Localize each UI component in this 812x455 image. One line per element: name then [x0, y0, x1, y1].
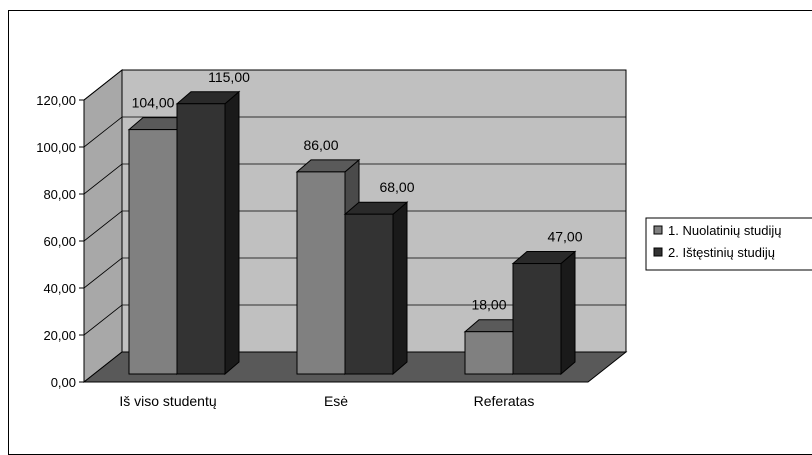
- y-tick-label: 60,00: [43, 234, 76, 249]
- gridline: [83, 163, 626, 195]
- bar-0-1: [296, 171, 346, 375]
- x-category-label: Referatas: [474, 393, 535, 409]
- bar-1-1: [344, 213, 394, 375]
- y-tick-label: 120,00: [36, 93, 76, 108]
- data-label: 47,00: [547, 229, 582, 245]
- legend: 1. Nuolatinių studijų 2. Ištęstinių studi…: [645, 217, 812, 271]
- bar-1-2: [512, 263, 562, 375]
- bar-1-0: [176, 103, 226, 375]
- gridline: [83, 116, 626, 148]
- bar-0-0: [128, 129, 178, 375]
- data-label: 104,00: [132, 95, 175, 111]
- legend-swatch: [653, 225, 663, 235]
- x-category-label: Iš viso studentų: [119, 393, 216, 409]
- y-tick-label: 80,00: [43, 187, 76, 202]
- data-label: 86,00: [303, 137, 338, 153]
- y-tick-label: 0,00: [51, 375, 76, 390]
- legend-swatch: [653, 247, 663, 257]
- bar-side-1-2: [560, 250, 576, 376]
- legend-label: 2. Ištęstinių studijų: [668, 245, 775, 260]
- gridline: [83, 210, 626, 242]
- legend-box: [645, 217, 812, 271]
- data-label: 68,00: [379, 179, 414, 195]
- data-label: 115,00: [208, 69, 250, 85]
- legend-label: 1. Nuolatinių studijų: [668, 223, 781, 238]
- x-category-label: Esė: [324, 393, 348, 409]
- bar-0-2: [464, 331, 514, 375]
- y-tick-label: 40,00: [43, 281, 76, 296]
- gridline: [83, 69, 626, 101]
- y-tick-label: 100,00: [36, 140, 76, 155]
- gridline: [83, 257, 626, 289]
- gridline: [83, 304, 626, 336]
- bar-side-1-1: [392, 201, 408, 376]
- data-label: 18,00: [471, 297, 506, 313]
- y-tick-label: 20,00: [43, 328, 76, 343]
- bar-side-1-0: [224, 90, 240, 376]
